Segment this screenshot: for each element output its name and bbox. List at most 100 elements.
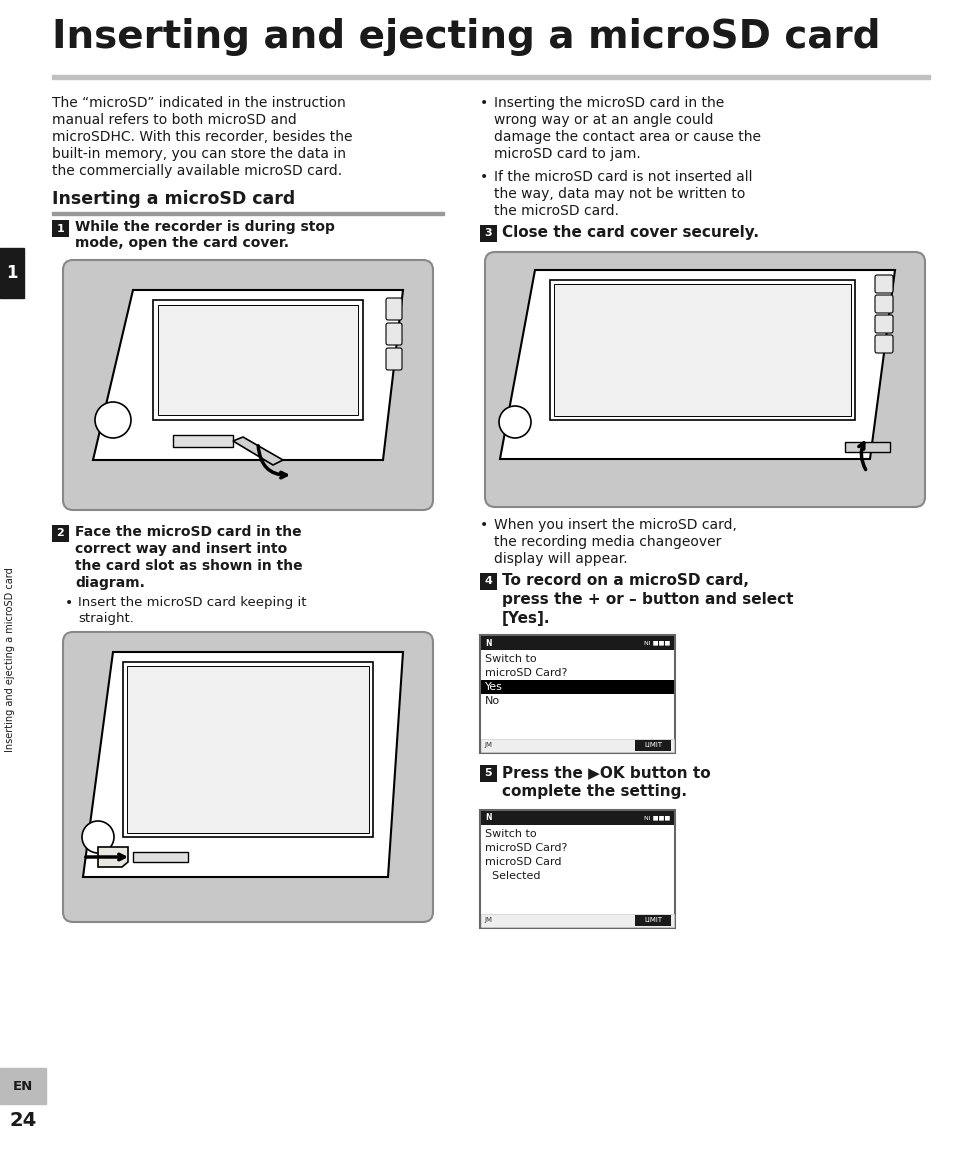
Text: Close the card cover securely.: Close the card cover securely. — [501, 225, 759, 240]
Text: 4: 4 — [484, 577, 492, 586]
Bar — [158, 305, 357, 415]
Bar — [0, 248, 24, 298]
FancyBboxPatch shape — [874, 295, 892, 313]
Bar — [479, 635, 675, 753]
Bar — [127, 666, 369, 833]
Text: •: • — [479, 96, 488, 110]
Text: Inserting a microSD card: Inserting a microSD card — [52, 190, 294, 208]
Text: When you insert the microSD card,: When you insert the microSD card, — [494, 518, 736, 532]
Text: Face the microSD card in the: Face the microSD card in the — [75, 525, 301, 538]
Text: [Yes].: [Yes]. — [501, 611, 550, 626]
Text: diagram.: diagram. — [75, 576, 145, 589]
Text: built-in memory, you can store the data in: built-in memory, you can store the data … — [52, 147, 346, 161]
Text: microSD Card?: microSD Card? — [484, 668, 567, 677]
Text: the commercially available microSD card.: the commercially available microSD card. — [52, 164, 342, 178]
Text: 5: 5 — [484, 769, 492, 778]
Text: Inserting and ejecting a microSD card: Inserting and ejecting a microSD card — [52, 19, 880, 56]
FancyBboxPatch shape — [874, 315, 892, 334]
Bar — [554, 284, 850, 416]
Text: 2: 2 — [56, 528, 64, 538]
Bar — [479, 225, 497, 242]
Text: JM: JM — [483, 917, 492, 923]
FancyBboxPatch shape — [874, 335, 892, 353]
Polygon shape — [83, 652, 402, 877]
FancyBboxPatch shape — [386, 298, 401, 320]
Bar — [480, 636, 673, 650]
Text: •: • — [65, 596, 73, 610]
Bar — [480, 914, 673, 928]
Polygon shape — [233, 437, 283, 466]
Text: 1: 1 — [7, 264, 18, 283]
Text: Inserting and ejecting a microSD card: Inserting and ejecting a microSD card — [5, 567, 15, 753]
Text: 24: 24 — [10, 1111, 36, 1129]
Bar — [52, 212, 443, 214]
Text: While the recorder is during stop: While the recorder is during stop — [75, 220, 335, 234]
Bar — [0, 1068, 46, 1104]
Bar — [132, 852, 188, 862]
FancyBboxPatch shape — [63, 261, 433, 510]
Text: complete the setting.: complete the setting. — [501, 784, 686, 799]
Text: 1: 1 — [56, 223, 64, 234]
Text: Yes: Yes — [484, 682, 502, 692]
Text: To record on a microSD card,: To record on a microSD card, — [501, 573, 748, 588]
Bar — [479, 573, 497, 589]
Text: EN: EN — [12, 1079, 33, 1092]
Text: If the microSD card is not inserted all: If the microSD card is not inserted all — [494, 170, 752, 184]
Text: Switch to: Switch to — [484, 654, 536, 664]
Text: microSD Card?: microSD Card? — [484, 843, 567, 853]
Bar — [480, 739, 673, 752]
FancyBboxPatch shape — [484, 252, 924, 507]
Text: •: • — [479, 170, 488, 184]
Text: straight.: straight. — [78, 611, 133, 625]
Bar — [52, 220, 69, 237]
Bar — [479, 809, 675, 928]
Circle shape — [498, 406, 531, 438]
Text: wrong way or at an angle could: wrong way or at an angle could — [494, 113, 713, 127]
Bar — [152, 300, 363, 420]
Text: press the + or – button and select: press the + or – button and select — [501, 592, 793, 607]
Text: microSD Card: microSD Card — [484, 857, 561, 867]
Text: correct way and insert into: correct way and insert into — [75, 542, 287, 556]
Text: LIMIT: LIMIT — [643, 742, 661, 748]
Text: N: N — [484, 638, 491, 647]
Text: microSD card to jam.: microSD card to jam. — [494, 147, 640, 161]
Bar — [480, 680, 673, 694]
Text: the recording media changeover: the recording media changeover — [494, 535, 720, 549]
Circle shape — [95, 402, 131, 438]
Bar — [635, 740, 670, 752]
Polygon shape — [98, 846, 128, 867]
Text: JM: JM — [483, 742, 492, 748]
Text: the microSD card.: the microSD card. — [494, 204, 618, 218]
FancyBboxPatch shape — [63, 632, 433, 922]
Bar — [172, 435, 233, 447]
Text: Selected: Selected — [484, 871, 540, 881]
Bar — [479, 765, 497, 782]
Text: N: N — [484, 814, 491, 822]
Text: microSDHC. With this recorder, besides the: microSDHC. With this recorder, besides t… — [52, 130, 352, 144]
Text: NI ■■■: NI ■■■ — [643, 815, 669, 821]
FancyBboxPatch shape — [874, 274, 892, 293]
FancyBboxPatch shape — [386, 323, 401, 345]
Bar — [480, 811, 673, 824]
Text: Press the ▶OK button to: Press the ▶OK button to — [501, 765, 710, 780]
Bar — [550, 280, 854, 420]
Text: mode, open the card cover.: mode, open the card cover. — [75, 236, 289, 250]
Polygon shape — [92, 290, 402, 460]
Text: damage the contact area or cause the: damage the contact area or cause the — [494, 130, 760, 144]
Text: display will appear.: display will appear. — [494, 552, 627, 566]
Text: •: • — [479, 518, 488, 532]
FancyBboxPatch shape — [386, 349, 401, 371]
Bar — [635, 915, 670, 926]
Text: LIMIT: LIMIT — [643, 917, 661, 923]
Bar — [123, 662, 373, 837]
Text: Insert the microSD card keeping it: Insert the microSD card keeping it — [78, 596, 306, 609]
Text: Switch to: Switch to — [484, 829, 536, 840]
Text: 3: 3 — [484, 228, 492, 239]
Text: The “microSD” indicated in the instruction: The “microSD” indicated in the instructi… — [52, 96, 345, 110]
Circle shape — [82, 821, 113, 853]
Text: Inserting the microSD card in the: Inserting the microSD card in the — [494, 96, 723, 110]
Text: manual refers to both microSD and: manual refers to both microSD and — [52, 113, 296, 127]
Bar — [52, 525, 69, 542]
Text: the way, data may not be written to: the way, data may not be written to — [494, 186, 744, 201]
Polygon shape — [499, 270, 894, 459]
